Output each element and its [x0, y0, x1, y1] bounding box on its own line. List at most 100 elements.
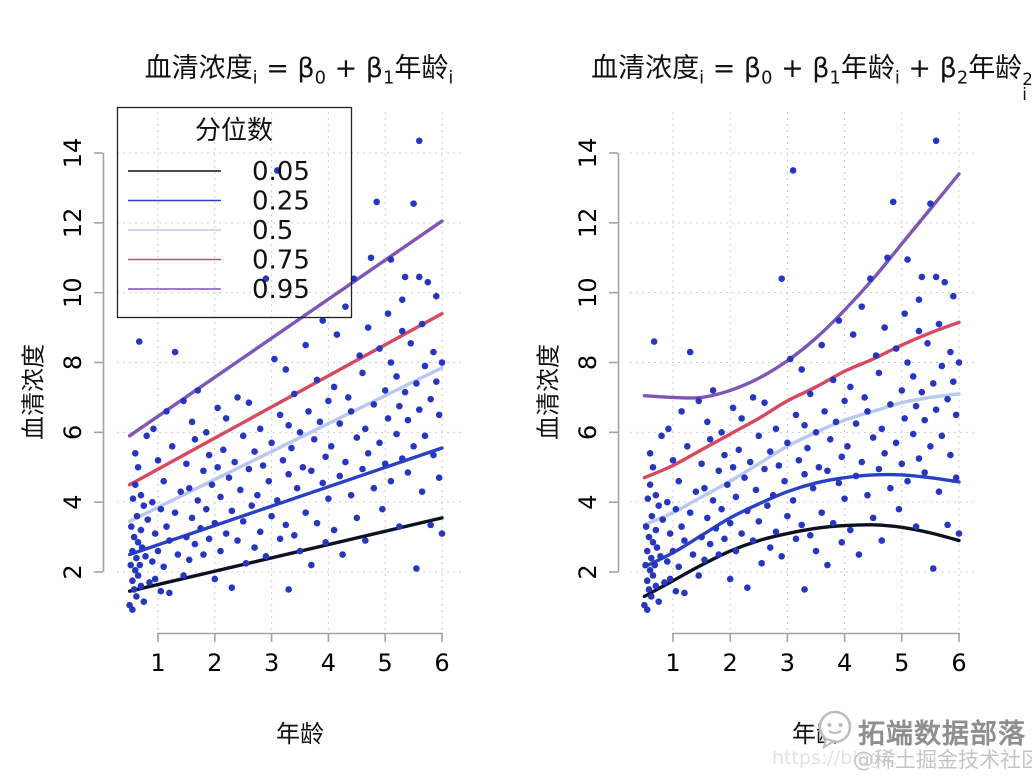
left-scatter-point: [418, 320, 426, 328]
left-scatter-point: [180, 397, 187, 405]
right-scatter-point: [824, 561, 831, 569]
right-scatter-point: [781, 477, 788, 485]
left-scatter-point: [376, 439, 383, 447]
right-scatter-point: [738, 415, 745, 422]
left-scatter-point: [205, 451, 213, 459]
left-scatter-point: [220, 446, 227, 454]
right-scatter-point: [864, 491, 871, 499]
right-scatter-point: [947, 451, 954, 459]
left-scatter-point: [134, 572, 142, 579]
left-quantile-line-0.05: [127, 516, 444, 593]
right-scatter-point: [838, 453, 846, 461]
left-scatter-point: [136, 561, 144, 569]
left-scatter-point: [129, 495, 137, 502]
left-scatter-point: [265, 477, 273, 485]
left-scatter-point: [137, 582, 145, 590]
left-scatter-point: [142, 552, 149, 560]
left-scatter-point: [133, 593, 140, 600]
right-scatter-point: [944, 521, 951, 529]
right-scatter-point: [912, 402, 920, 410]
left-scatter-point: [194, 497, 202, 504]
right-scatter-point: [715, 467, 723, 475]
left-scatter-point: [174, 551, 182, 558]
right-scatter-point: [647, 593, 655, 600]
right-scatter-point: [686, 509, 694, 516]
right-scatter-point: [935, 320, 943, 328]
left-scatter-point: [214, 404, 221, 412]
left-scatter-point: [330, 383, 338, 391]
right-scatter-point: [718, 505, 725, 513]
right-scatter-point: [901, 415, 908, 422]
left-scatter-point: [285, 422, 292, 429]
right-scatter-point: [709, 497, 717, 504]
left-scatter-point: [342, 303, 349, 310]
right-scatter-point: [815, 463, 823, 471]
left-y-tick-label: 8: [59, 355, 87, 370]
right-scatter-point: [818, 509, 826, 516]
left-scatter-point: [254, 491, 261, 499]
right-scatter-point: [645, 533, 653, 541]
left-scatter-point: [415, 137, 423, 145]
right-scatter-point: [884, 254, 891, 262]
left-scatter-point: [276, 411, 284, 419]
right-scatter-point: [649, 572, 657, 579]
left-scatter-point: [433, 292, 440, 300]
right-scatter-point: [944, 395, 951, 403]
left-scatter-point: [157, 587, 165, 595]
right-scatter-point: [921, 416, 928, 424]
left-scatter-point: [299, 463, 307, 471]
left-scatter-point: [396, 402, 403, 410]
right-scatter-point: [952, 474, 960, 482]
left-scatter-point: [268, 439, 275, 447]
left-scatter-point: [407, 339, 415, 347]
right-scatter-point: [847, 383, 854, 391]
left-scatter-point: [166, 537, 173, 544]
left-scatter-point: [202, 505, 210, 513]
right-scatter-point: [651, 561, 658, 569]
right-scatter-point: [766, 544, 774, 551]
right-scatter-point: [949, 292, 957, 300]
right-scatter-point: [929, 565, 937, 572]
left-scatter-point: [211, 575, 219, 583]
left-scatter-point: [197, 525, 204, 532]
left-scatter-point: [435, 474, 443, 482]
left-scatter-point: [154, 456, 162, 464]
left-scatter-point: [398, 327, 406, 335]
left-scatter-point: [191, 436, 199, 443]
right-scatter-point: [915, 296, 923, 303]
left-y-tick-label: 14: [59, 138, 87, 169]
left-scatter-point: [134, 463, 142, 471]
left-quantile-line-0.25: [127, 446, 444, 557]
right-scatter-point: [835, 479, 843, 487]
right-scatter-point: [915, 455, 923, 462]
right-y-tick-label: 14: [574, 138, 602, 169]
right-scatter-point: [952, 411, 960, 419]
right-scatter-point: [701, 484, 708, 492]
right-scatter-point: [932, 273, 940, 281]
left-scatter-point: [262, 275, 270, 283]
left-scatter-point: [168, 443, 176, 450]
right-scatter-point: [666, 575, 674, 583]
left-scatter-point: [396, 523, 403, 530]
legend-entry-label: 0.95: [252, 275, 310, 305]
left-scatter-point: [217, 547, 224, 555]
left-scatter-point: [268, 512, 275, 520]
right-scatter-point: [642, 523, 650, 530]
left-scatter-point: [135, 338, 143, 345]
left-scatter-point: [398, 296, 406, 303]
right-scatter-point: [672, 587, 680, 595]
right-scatter-point: [938, 432, 946, 440]
left-scatter-point: [344, 394, 352, 401]
left-scatter-point: [370, 484, 378, 492]
left-scatter-point: [282, 521, 290, 529]
right-scatter-point: [646, 449, 654, 457]
right-scatter-point: [949, 378, 957, 386]
left-scatter-point: [129, 577, 136, 585]
left-scatter-point: [143, 432, 150, 440]
left-scatter-point: [256, 528, 264, 536]
right-scatter-point: [927, 443, 934, 450]
right-scatter-point: [655, 502, 662, 509]
left-x-tick-label: 2: [207, 649, 222, 677]
right-scatter-point: [869, 514, 877, 522]
right-scatter-point: [724, 481, 731, 489]
